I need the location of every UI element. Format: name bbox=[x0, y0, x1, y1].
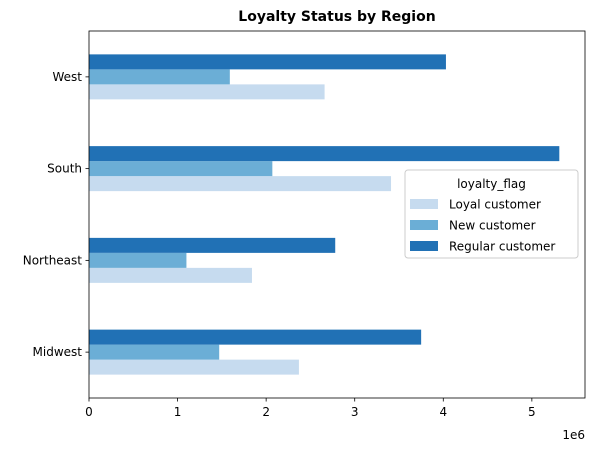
axes-group: Midwest Northeast South West 0 1 2 3 4 5 1e6 bbox=[23, 30, 586, 442]
x-tick-label: 1 bbox=[174, 405, 182, 419]
y-tick-label: Northeast bbox=[23, 253, 83, 267]
bar-west-loyal-customer bbox=[89, 84, 325, 100]
bar-northeast-new-customer bbox=[89, 252, 187, 268]
y-tick-label: Midwest bbox=[33, 345, 83, 359]
x-tick-label: 3 bbox=[351, 405, 359, 419]
bar-midwest-regular-customer bbox=[89, 329, 422, 345]
legend-swatch bbox=[410, 199, 438, 209]
bar-midwest-loyal-customer bbox=[89, 359, 299, 375]
x-offset-label: 1e6 bbox=[562, 428, 585, 442]
bar-midwest-new-customer bbox=[89, 344, 220, 360]
plot-frame bbox=[88, 30, 586, 399]
x-tick-label: 4 bbox=[439, 405, 447, 419]
legend-swatch bbox=[410, 241, 438, 251]
bars-group bbox=[89, 54, 560, 375]
x-tick-label: 0 bbox=[85, 405, 93, 419]
x-tick-label: 5 bbox=[528, 405, 536, 419]
legend-label: Regular customer bbox=[449, 240, 555, 254]
legend-title: loyalty_flag bbox=[457, 177, 526, 191]
bar-south-regular-customer bbox=[89, 146, 560, 162]
chart-title: Loyalty Status by Region bbox=[238, 9, 435, 25]
legend-box bbox=[404, 169, 579, 259]
legend-swatch bbox=[410, 220, 438, 230]
bar-northeast-regular-customer bbox=[89, 237, 336, 253]
legend-label: Loyal customer bbox=[449, 198, 541, 212]
x-tick-label: 2 bbox=[262, 405, 270, 419]
bar-west-new-customer bbox=[89, 69, 230, 85]
bar-west-regular-customer bbox=[89, 54, 446, 70]
y-tick-label: South bbox=[47, 162, 82, 176]
bar-south-loyal-customer bbox=[89, 176, 392, 192]
y-tick-label: West bbox=[52, 70, 82, 84]
legend-label: New customer bbox=[449, 219, 536, 233]
bar-south-new-customer bbox=[89, 161, 273, 177]
bar-northeast-loyal-customer bbox=[89, 267, 252, 283]
legend: loyalty_flag Loyal customer New customer Re… bbox=[404, 169, 579, 259]
